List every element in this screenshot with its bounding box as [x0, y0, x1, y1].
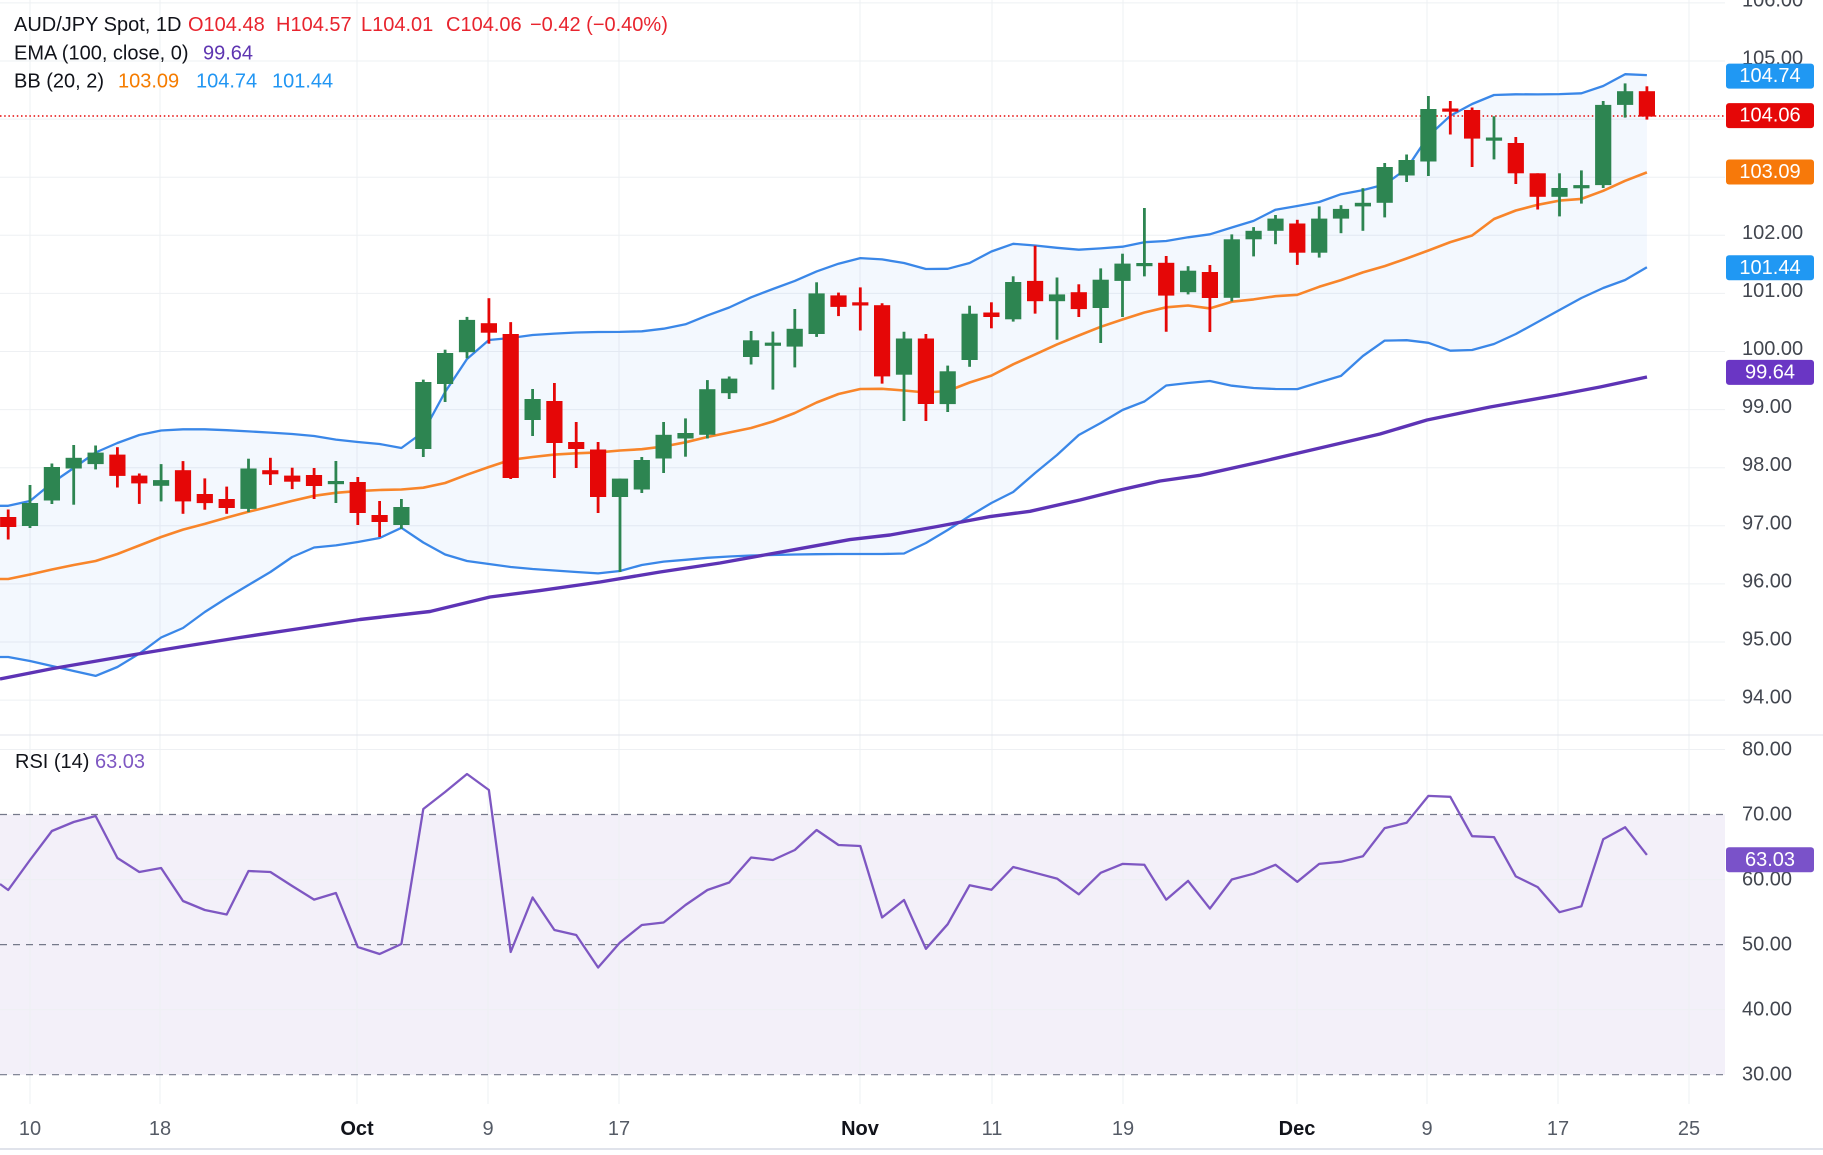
svg-text:18: 18: [149, 1118, 171, 1140]
svg-text:99.00: 99.00: [1742, 396, 1792, 418]
svg-text:104.74: 104.74: [196, 71, 257, 93]
svg-text:RSI (14): RSI (14): [15, 751, 89, 773]
svg-text:19: 19: [1112, 1118, 1134, 1140]
svg-text:C104.06: C104.06: [446, 14, 522, 36]
svg-text:Oct: Oct: [340, 1118, 374, 1140]
svg-text:L104.01: L104.01: [361, 14, 433, 36]
svg-text:63.03: 63.03: [95, 751, 145, 773]
svg-text:9: 9: [482, 1118, 493, 1140]
svg-text:95.00: 95.00: [1742, 629, 1792, 651]
svg-text:40.00: 40.00: [1742, 999, 1792, 1021]
svg-text:17: 17: [1547, 1118, 1569, 1140]
svg-text:104.74: 104.74: [1739, 65, 1800, 87]
svg-text:Nov: Nov: [841, 1118, 880, 1140]
svg-text:9: 9: [1421, 1118, 1432, 1140]
svg-text:100.00: 100.00: [1742, 338, 1803, 360]
svg-text:102.00: 102.00: [1742, 222, 1803, 244]
svg-text:98.00: 98.00: [1742, 454, 1792, 476]
svg-text:106.00: 106.00: [1742, 0, 1803, 11]
svg-text:H104.57: H104.57: [276, 14, 352, 36]
svg-text:101.44: 101.44: [1739, 257, 1800, 279]
svg-text:63.03: 63.03: [1745, 849, 1795, 871]
svg-text:80.00: 80.00: [1742, 739, 1792, 761]
svg-text:97.00: 97.00: [1742, 512, 1792, 534]
svg-text:99.64: 99.64: [203, 43, 253, 65]
svg-text:25: 25: [1678, 1118, 1700, 1140]
svg-text:Dec: Dec: [1279, 1118, 1316, 1140]
svg-text:101.00: 101.00: [1742, 280, 1803, 302]
svg-text:10: 10: [19, 1118, 41, 1140]
svg-text:103.09: 103.09: [118, 71, 179, 93]
svg-text:30.00: 30.00: [1742, 1064, 1792, 1086]
svg-text:17: 17: [608, 1118, 630, 1140]
svg-text:99.64: 99.64: [1745, 361, 1795, 383]
svg-text:EMA (100, close, 0): EMA (100, close, 0): [14, 43, 189, 65]
svg-text:AUD/JPY Spot, 1D: AUD/JPY Spot, 1D: [14, 14, 181, 36]
svg-text:O104.48: O104.48: [188, 14, 265, 36]
svg-text:96.00: 96.00: [1742, 570, 1792, 592]
svg-text:103.09: 103.09: [1739, 161, 1800, 183]
svg-text:101.44: 101.44: [272, 71, 333, 93]
svg-text:70.00: 70.00: [1742, 804, 1792, 826]
svg-text:11: 11: [982, 1118, 1003, 1140]
svg-text:50.00: 50.00: [1742, 934, 1792, 956]
svg-text:104.06: 104.06: [1739, 105, 1800, 127]
svg-text:94.00: 94.00: [1742, 687, 1792, 709]
svg-text:−0.42 (−0.40%): −0.42 (−0.40%): [530, 14, 668, 36]
svg-text:60.00: 60.00: [1742, 869, 1792, 891]
svg-text:BB (20, 2): BB (20, 2): [14, 71, 104, 93]
